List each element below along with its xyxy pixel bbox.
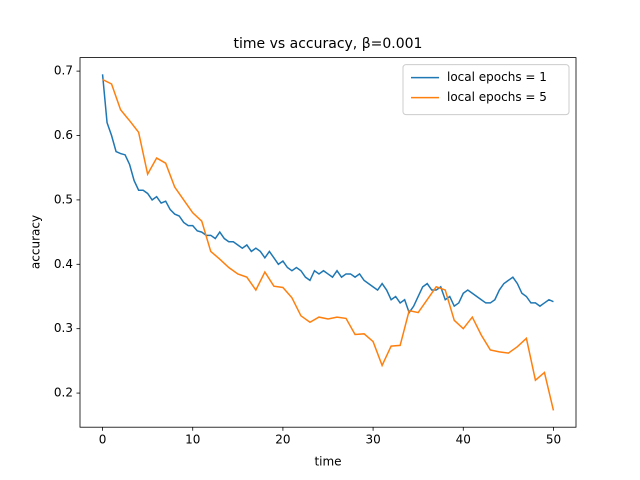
- legend-box: [402, 64, 570, 116]
- y-tick-label: 0.7: [54, 64, 73, 78]
- legend: local epochs = 1 local epochs = 5: [402, 64, 570, 116]
- chart-title: time vs accuracy, β=0.001: [234, 36, 423, 52]
- x-tick-label: 20: [275, 433, 290, 447]
- x-tick-label: 0: [99, 433, 107, 447]
- legend-label: local epochs = 5: [447, 90, 547, 104]
- series-line: [101, 74, 554, 315]
- y-tick-label: 0.6: [54, 128, 73, 142]
- y-tick-label: 0.5: [54, 192, 73, 206]
- legend-label: local epochs = 1: [447, 70, 547, 84]
- y-tick-label: 0.4: [54, 257, 73, 271]
- x-axis-label: time: [314, 455, 341, 469]
- plot-frame: [79, 57, 577, 428]
- x-tick-label: 30: [365, 433, 380, 447]
- x-tick-label: 40: [456, 433, 471, 447]
- y-axis-label: accuracy: [29, 215, 43, 269]
- series-line: [102, 78, 555, 411]
- x-tick-label: 10: [185, 433, 200, 447]
- y-tick-label: 0.2: [54, 386, 73, 400]
- x-tick-label: 50: [546, 433, 561, 447]
- y-tick-label: 0.3: [54, 321, 73, 335]
